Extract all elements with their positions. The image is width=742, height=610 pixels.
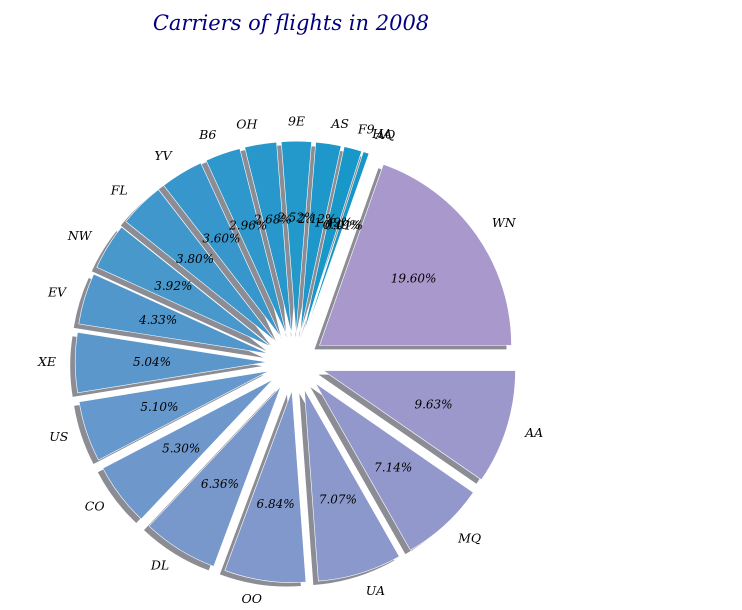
slice-label-aq: AQ (375, 127, 395, 142)
slice-label-9e: 9E (288, 114, 305, 129)
slice-percent-us: 5.10% (140, 400, 178, 414)
slice-percent-ev: 4.33% (138, 313, 177, 327)
slice-percent-fl: 3.80% (176, 252, 214, 266)
slice-label-xe: XE (37, 354, 56, 369)
pie-wedge-nw (96, 226, 272, 348)
pie-slice-xe (70, 331, 268, 397)
pie-slice-us (74, 370, 269, 464)
pie-slice-co (97, 379, 274, 524)
labels-layer: WN 19.60% AQ 0.01% HA 0.49% F9 1.49% AS 2.12% 9E 2.… (37, 114, 543, 607)
pie-slice-nw (91, 226, 272, 351)
slice-label-f9: F9 (357, 122, 375, 137)
pie-wedge-co (102, 379, 274, 520)
slice-label-ua: UA (366, 583, 385, 598)
slice-label-yv: YV (154, 148, 173, 163)
pie-wedge-ha (304, 151, 370, 335)
pie-slice-dl (143, 386, 282, 571)
pie-wedge-as (299, 141, 342, 334)
slice-label-us: US (49, 429, 68, 444)
pie-slice-shadow-b6 (201, 152, 282, 339)
chart-title: Carriers of flights in 2008 (153, 11, 429, 35)
pie-slice-ev (73, 273, 269, 358)
pie-slice-9e (276, 140, 312, 338)
slice-label-nw: NW (67, 228, 93, 243)
slice-label-as: AS (330, 116, 349, 131)
slice-percent-co: 5.30% (162, 441, 200, 455)
pie-wedge-f9 (303, 146, 362, 335)
slice-label-dl: DL (150, 557, 169, 572)
slice-percent-dl: 6.36% (201, 477, 239, 491)
pie-wedge-oo (224, 390, 307, 583)
slice-percent-f9: 1.49% (314, 215, 352, 229)
pie-slice-oo (219, 390, 307, 587)
pie-wedge-yv (163, 162, 282, 338)
pie-wedge-us (78, 370, 269, 461)
slice-percent-xe: 5.04% (133, 355, 171, 369)
pie-wedge-wn (319, 163, 512, 346)
slice-percent-oo: 6.84% (257, 497, 295, 511)
slice-label-oh: OH (236, 117, 258, 132)
pie-slice-wn (314, 163, 512, 350)
slice-label-wn: WN (492, 215, 517, 230)
slice-percent-ha: 0.49% (323, 218, 361, 232)
slice-label-ha: HA (371, 126, 392, 141)
slice-label-oo: OO (242, 591, 263, 606)
slice-percent-wn: 19.60% (391, 271, 437, 285)
pie-wedge-oh (244, 141, 292, 334)
pie-wedge-fl (125, 189, 277, 342)
slice-percent-9e: 2.52% (276, 211, 315, 225)
pie-slice-f9 (298, 146, 362, 339)
slices-layer (70, 140, 516, 587)
pie-wedge-ua (304, 389, 400, 582)
slice-percent-b6: 2.96% (228, 219, 267, 233)
pie-slice-b6 (201, 148, 287, 339)
pie-slice-as (295, 141, 342, 338)
pie-slice-yv (158, 162, 282, 342)
slice-label-ev: EV (47, 284, 68, 299)
slice-label-fl: FL (110, 182, 128, 197)
pie-slice-ua (299, 389, 400, 586)
slice-percent-as: 2.12% (297, 212, 336, 226)
pie-wedge-aa (322, 370, 516, 481)
slice-percent-yv: 3.60% (202, 231, 240, 245)
slice-label-mq: MQ (457, 531, 481, 546)
slice-percent-ua: 7.07% (319, 492, 357, 506)
pie-wedge-ev (78, 273, 269, 355)
pie-wedge-b6 (205, 148, 287, 335)
pie-wedge-dl (148, 386, 282, 567)
slice-percent-aq: 0.01% (325, 219, 363, 233)
pie-slice-aa (318, 370, 516, 484)
pie-slice-fl (120, 189, 277, 346)
slice-label-co: CO (85, 498, 105, 513)
slice-percent-oh: 2.68% (253, 212, 292, 226)
pie-slice-mq (310, 382, 474, 555)
slice-percent-nw: 3.92% (154, 279, 192, 293)
slice-percent-mq: 7.14% (374, 461, 412, 475)
slice-label-b6: B6 (198, 127, 216, 142)
pie-wedge-9e (280, 140, 312, 334)
slice-label-aa: AA (524, 425, 543, 440)
pie-wedge-mq (315, 382, 474, 551)
slice-percent-aa: 9.63% (414, 397, 452, 411)
pie-wedge-xe (74, 331, 268, 394)
pie-wedge-aq (305, 153, 370, 335)
